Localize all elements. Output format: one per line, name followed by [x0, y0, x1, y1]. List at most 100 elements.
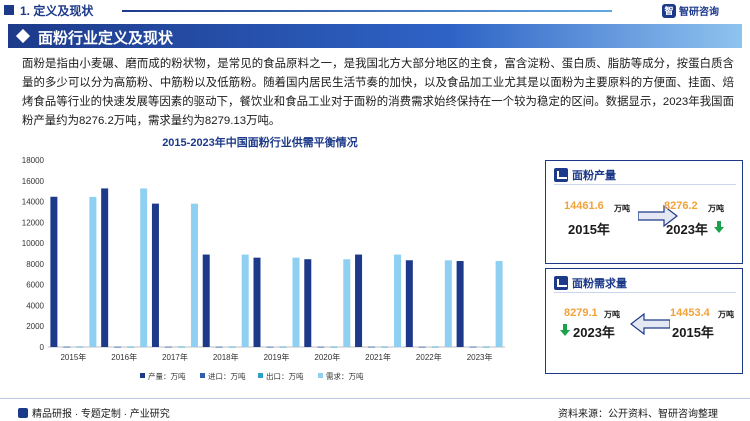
bar-3 [127, 346, 135, 348]
bar-3 [381, 346, 389, 348]
section-marker [4, 5, 14, 15]
y-tick-label: 8000 [26, 260, 44, 269]
x-tick-label: 2020年 [314, 352, 340, 362]
y-tick-label: 0 [40, 343, 45, 352]
bar-3 [177, 346, 185, 348]
bar-3 [76, 346, 84, 348]
bar-2 [215, 346, 223, 348]
production-2023-year: 2023年 [666, 222, 708, 237]
bar-4 [140, 188, 148, 347]
bar-1 [456, 261, 464, 347]
chart-svg: 0 2000 4000 6000 8000 10000 12000 14000 16000 180… [22, 156, 505, 381]
x-tick-label: 2015年 [60, 352, 86, 362]
top-bar: 1. 定义及现状 智 智研咨询 [0, 0, 750, 20]
production-card: 面粉产量 14461.6 万吨 2015年 8276.2 万吨 2023年 [545, 160, 743, 264]
production-2015-value: 14461.6 [564, 200, 604, 212]
bar-1 [50, 196, 58, 347]
legend-swatch [318, 373, 323, 378]
source-note: 资料来源：公开资料、智研咨询整理 [558, 409, 718, 420]
y-tick-label: 12000 [22, 218, 45, 227]
header-divider [122, 10, 612, 12]
demand-2023-year: 2023年 [573, 325, 615, 340]
footer-tagline-text: 精品研报 · 专题定制 · 产业研究 [32, 409, 170, 420]
x-tick-label: 2021年 [365, 352, 391, 362]
logo-text: 智研咨询 [679, 7, 719, 18]
bar-1 [304, 259, 312, 347]
y-tick-label: 10000 [22, 239, 45, 248]
bar-3 [279, 346, 287, 348]
logo: 智 智研咨询 [662, 3, 719, 18]
card-divider [554, 292, 736, 293]
demand-2015-year: 2015年 [672, 325, 714, 340]
bar-2 [368, 346, 376, 348]
bar-4 [394, 254, 402, 347]
y-tick-label: 18000 [22, 156, 45, 165]
legend-label: 进口：万吨 [208, 371, 246, 381]
bar-3 [431, 346, 439, 348]
bar-chart: 0 2000 4000 6000 8000 10000 12000 14000 16000 180… [0, 150, 520, 395]
demand-card-label: 面粉需求量 [572, 278, 627, 290]
card-divider [554, 184, 736, 185]
legend-swatch [140, 373, 145, 378]
logo-icon: 智 [662, 3, 676, 18]
intro-paragraph: 面粉是指由小麦碾、磨而成的粉状物，是常见的食品原料之一，是我国北方大部分地区的主… [22, 58, 734, 127]
bar-3 [228, 346, 236, 348]
bar-3 [330, 346, 338, 348]
bar-1 [253, 257, 261, 347]
bar-1 [405, 260, 413, 347]
bar-2 [418, 346, 426, 348]
y-tick-label: 4000 [26, 301, 44, 310]
bar-4 [190, 203, 198, 347]
x-tick-label: 2017年 [162, 352, 188, 362]
bar-2 [164, 346, 172, 348]
demand-2023-value: 8279.1 [564, 307, 598, 319]
x-tick-label: 2023年 [467, 352, 493, 362]
x-tick-label: 2018年 [213, 352, 239, 362]
page-title: 面粉行业定义及现状 [38, 30, 174, 47]
legend-swatch [258, 373, 263, 378]
production-2015-unit: 万吨 [614, 204, 630, 213]
legend-swatch [200, 373, 205, 378]
legend-label: 产量：万吨 [148, 371, 186, 381]
arrow-down-icon [714, 221, 724, 233]
demand-2023-unit: 万吨 [604, 310, 620, 319]
page-banner: 面粉行业定义及现状 [8, 24, 742, 48]
x-tick-label: 2019年 [264, 352, 290, 362]
arrow-down-icon [560, 324, 570, 336]
bar-2 [266, 346, 274, 348]
production-2015-year: 2015年 [568, 222, 610, 237]
bar-4 [241, 254, 249, 347]
bar-4 [89, 196, 97, 347]
y-tick-label: 14000 [22, 198, 45, 207]
y-tick-label: 16000 [22, 177, 45, 186]
chart-icon [554, 276, 568, 290]
bar-1 [355, 254, 363, 347]
bar-2 [114, 346, 122, 348]
bar-2 [317, 346, 325, 348]
section-title: 1. 定义及现状 [20, 4, 94, 18]
y-tick-label: 6000 [26, 281, 44, 290]
legend-label: 出口：万吨 [266, 371, 304, 381]
arrow-left-icon [630, 313, 670, 335]
bar-4 [495, 260, 503, 347]
production-2023-value: 8276.2 [664, 200, 698, 212]
bar-4 [343, 259, 351, 347]
production-card-label: 面粉产量 [572, 170, 616, 182]
diamond-icon [15, 28, 31, 44]
demand-card-header: 面粉需求量 [554, 275, 627, 291]
bar-2 [469, 346, 477, 348]
bar-4 [444, 260, 452, 347]
x-tick-label: 2016年 [111, 352, 137, 362]
x-tick-label: 2022年 [416, 352, 442, 362]
bar-3 [482, 346, 490, 348]
demand-card: 面粉需求量 8279.1 万吨 2023年 14453.4 万吨 2015年 [545, 268, 743, 374]
footer-divider [0, 398, 750, 399]
production-2023-unit: 万吨 [708, 204, 724, 213]
bar-2 [63, 346, 71, 348]
demand-2015-unit: 万吨 [718, 310, 734, 319]
legend-label: 需求：万吨 [326, 371, 364, 381]
chart-icon [554, 168, 568, 182]
footer-logo-icon [18, 407, 28, 418]
demand-2015-value: 14453.4 [670, 307, 710, 319]
y-tick-label: 2000 [26, 322, 44, 331]
